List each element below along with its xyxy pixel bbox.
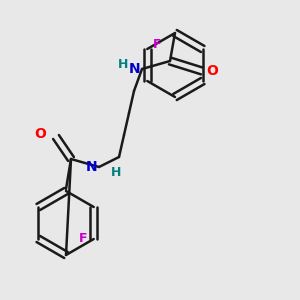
Text: O: O — [34, 127, 46, 141]
Text: H: H — [111, 166, 122, 178]
Text: F: F — [153, 38, 162, 52]
Text: N: N — [128, 62, 140, 76]
Text: F: F — [79, 232, 88, 245]
Text: H: H — [118, 58, 128, 70]
Text: N: N — [85, 160, 97, 174]
Text: O: O — [206, 64, 218, 78]
